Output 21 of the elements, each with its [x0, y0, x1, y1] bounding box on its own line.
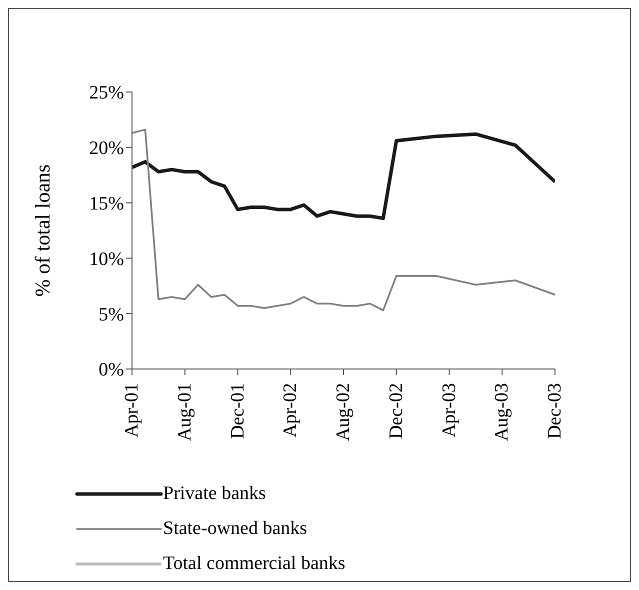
- x-tick-label: Aug-01: [174, 383, 196, 442]
- legend-label: Private banks: [163, 482, 266, 504]
- x-tick-label: Dec-02: [386, 383, 407, 439]
- x-tick-label: Aug-02: [333, 383, 354, 442]
- y-tick-label: 0%: [98, 360, 124, 381]
- x-tick-label: Apr-01: [122, 383, 142, 438]
- y-tick-label: 15%: [89, 194, 124, 215]
- y-axis-title: % of total loans: [30, 164, 54, 297]
- y-tick-label: 5%: [98, 304, 124, 326]
- y-tick-label: 10%: [89, 248, 124, 270]
- legend-label: Total commercial banks: [163, 552, 346, 574]
- x-tick-label: Dec-01: [227, 383, 248, 439]
- line-series: [132, 132, 555, 220]
- legend-label: State-owned banks: [163, 518, 308, 540]
- x-tick-label: Dec-03: [544, 383, 566, 439]
- x-tick-label: Aug-03: [492, 383, 513, 442]
- y-tick-label: 25%: [89, 82, 124, 104]
- line-series: [132, 128, 555, 312]
- x-tick-label: Apr-03: [438, 383, 460, 438]
- x-tick-label: Apr-02: [280, 383, 302, 438]
- y-tick-label: 20%: [89, 138, 124, 160]
